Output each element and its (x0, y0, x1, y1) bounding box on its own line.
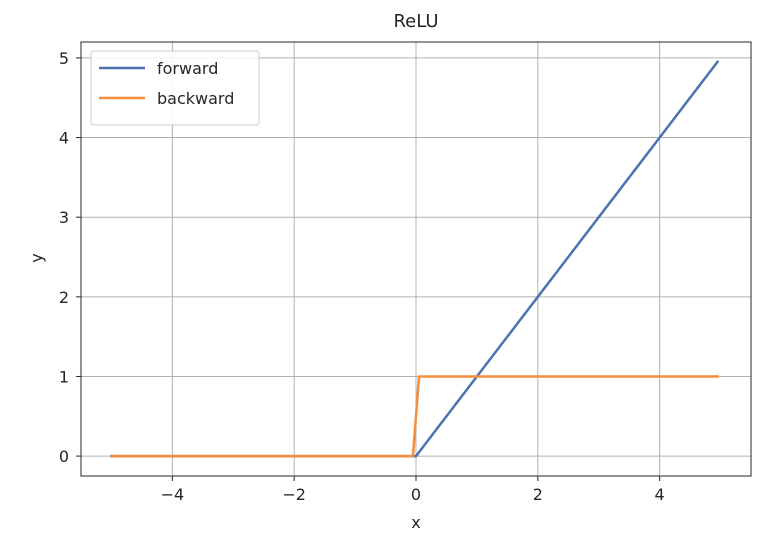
x-tick-label: 2 (533, 485, 543, 504)
legend-label-forward: forward (157, 59, 218, 78)
x-tick-label: −4 (161, 485, 185, 504)
y-tick-label: 0 (59, 447, 69, 466)
axis-ticks: −4 −2 0 2 4 0 1 2 3 4 5 (59, 49, 665, 504)
x-tick-label: 0 (411, 485, 421, 504)
x-tick-label: −2 (282, 485, 306, 504)
series-lines (110, 60, 720, 458)
y-axis-title: y (27, 253, 46, 262)
chart-title: ReLU (393, 11, 438, 32)
y-tick-label: 3 (59, 208, 69, 227)
x-tick-label: 4 (655, 485, 665, 504)
y-tick-label: 4 (59, 129, 69, 148)
series-line-backward (110, 375, 719, 458)
legend-box (90, 50, 260, 126)
y-tick-label: 5 (59, 49, 69, 68)
x-axis-title: x (411, 513, 420, 532)
y-tick-label: 1 (59, 367, 69, 386)
legend: forward backward (90, 50, 260, 126)
y-tick-label: 2 (59, 288, 69, 307)
legend-label-backward: backward (157, 89, 234, 108)
